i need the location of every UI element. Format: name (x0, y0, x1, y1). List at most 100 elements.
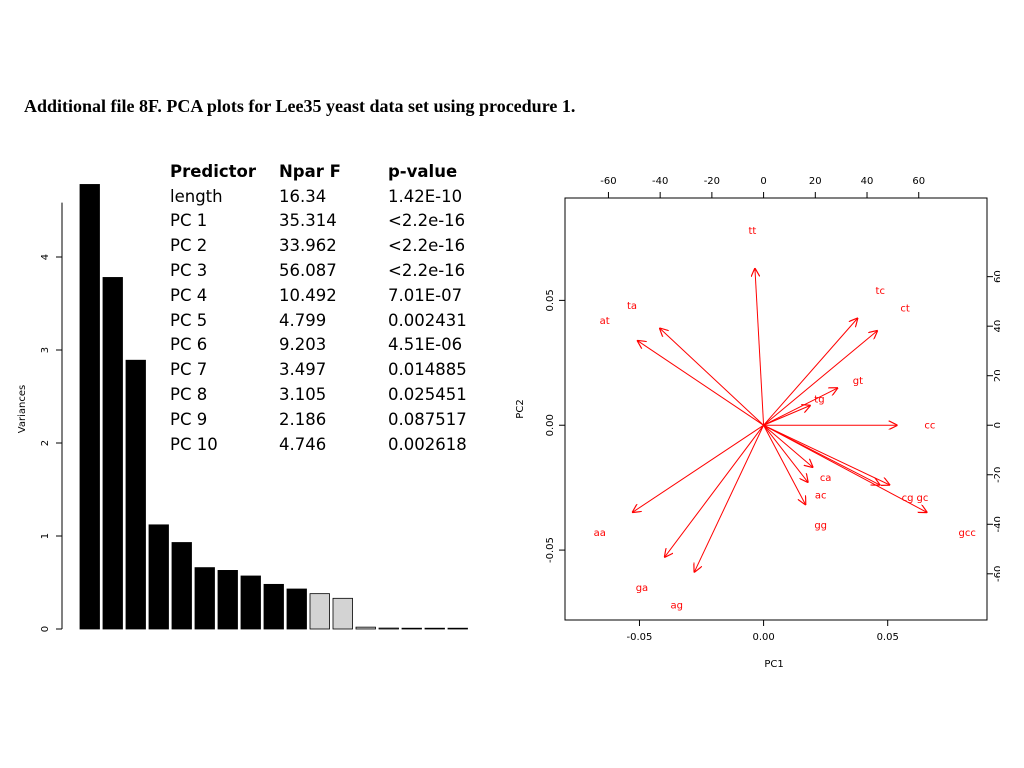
table-cell: 3.497 (279, 360, 327, 380)
biplot-top-tick-label: 40 (861, 176, 874, 187)
table-cell: <2.2e-16 (388, 211, 466, 231)
table-cell: 7.01E-07 (388, 285, 463, 305)
scree-bar (401, 627, 422, 630)
table-cell: 3.105 (279, 385, 327, 405)
biplot-arrow (763, 424, 928, 512)
biplot-y-tick-label: 0.05 (545, 289, 556, 311)
scree-y-tick-label: 2 (40, 440, 51, 446)
biplot-y-tick-label: -0.05 (545, 537, 556, 563)
biplot-right-tick-label: -40 (993, 516, 1000, 532)
biplot-vector-label: at (600, 316, 610, 327)
table-row: length 16.34 1.42E-10 (170, 184, 467, 209)
table-row: PC 5 4.799 0.002431 (170, 308, 467, 333)
scree-bar (378, 627, 399, 630)
scree-bar (263, 583, 284, 630)
table-cell: PC 1 (170, 211, 208, 231)
table-cell: 56.087 (279, 261, 337, 281)
table-cell: 4.799 (279, 310, 327, 330)
scree-plot: 0 1 2 3 4 Variances (17, 184, 468, 632)
biplot-arrow (659, 328, 764, 426)
scree-bar (309, 593, 330, 630)
table-header-row: Predictor Npar F p-value (170, 159, 467, 184)
biplot-arrow (664, 424, 764, 557)
table-cell: 0.087517 (388, 409, 467, 429)
biplot-x-axis-label: PC1 (764, 659, 783, 670)
biplot-arrow (763, 424, 806, 505)
table-cell: PC 6 (170, 335, 208, 355)
biplot-right-tick-label: 60 (993, 270, 1000, 283)
biplot-arrow (755, 268, 765, 426)
table-row: PC 2 33.962 <2.2e-16 (170, 233, 467, 258)
biplot-vector-label: ta (627, 301, 637, 312)
table-row: PC 1 35.314 <2.2e-16 (170, 209, 467, 234)
biplot-vector-label: tc (876, 286, 885, 297)
column-header-p-value: p-value (388, 161, 458, 181)
biplot-right-tick-label: 0 (993, 422, 1000, 428)
table-cell: PC 7 (170, 360, 208, 380)
biplot-vector-label: gcc (958, 528, 975, 539)
table-cell: 4.51E-06 (388, 335, 463, 355)
biplot-arrow (763, 318, 858, 426)
biplot-right-tick-label: 20 (993, 369, 1000, 382)
biplot-right-tick-label: 40 (993, 320, 1000, 333)
biplot-arrow (763, 424, 809, 482)
table-cell: 9.203 (279, 335, 327, 355)
table-body: length 16.34 1.42E-10 PC 1 35.314 <2.2e-16 PC … (170, 184, 467, 457)
biplot-vector-label: tt (748, 226, 756, 237)
biplot-vector-label: gt (853, 376, 863, 387)
biplot-x-tick-label: 0.00 (752, 632, 774, 643)
scree-bar (79, 184, 100, 630)
biplot-arrow (763, 330, 878, 426)
column-header-npar-f: Npar F (279, 161, 341, 181)
table-row: PC 10 4.746 0.002618 (170, 432, 467, 457)
biplot-arrow (763, 405, 811, 426)
biplot-top-tick-label: -40 (652, 176, 668, 187)
biplot-frame (564, 197, 988, 621)
table-cell: PC 4 (170, 285, 208, 305)
biplot-axes: -0.05 0.00 0.05 -0.05 0.00 0.05 -60 -40 -20 0 20 40… (545, 176, 1000, 643)
biplot-arrow (763, 424, 891, 485)
biplot-x-tick-label: 0.05 (877, 632, 899, 643)
scree-y-tick-label: 0 (40, 626, 51, 632)
table-cell: 0.002618 (388, 434, 467, 454)
scree-bar (148, 524, 169, 630)
biplot-vector-label: ag (670, 601, 682, 612)
biplot-vector-label: gc (917, 493, 929, 504)
pca-biplot: -0.05 0.00 0.05 -0.05 0.00 0.05 -60 -40 -20 0 20 40… (515, 176, 1000, 670)
table-cell: 4.746 (279, 434, 327, 454)
scree-bar (355, 626, 376, 630)
scree-bar (171, 542, 192, 630)
scree-y-tick-label: 1 (40, 533, 51, 539)
page-title: Additional file 8F. PCA plots for Lee35 … (24, 96, 576, 116)
biplot-vector-label: ca (820, 473, 832, 484)
scree-bar (424, 627, 445, 630)
table-cell: PC 5 (170, 310, 208, 330)
table-cell: PC 9 (170, 409, 208, 429)
table-cell: 1.42E-10 (388, 186, 463, 206)
table-cell: PC 10 (170, 434, 218, 454)
biplot-vector-label: cg (902, 493, 914, 504)
biplot-vector-label: tg (814, 395, 824, 406)
biplot-arrow (694, 425, 765, 572)
table-cell: 10.492 (279, 285, 337, 305)
scree-bar (240, 575, 261, 630)
biplot-vector-label: ac (815, 491, 827, 502)
biplot-vector-label: gg (814, 521, 827, 532)
table-cell: <2.2e-16 (388, 261, 466, 281)
table-cell: PC 8 (170, 385, 208, 405)
scree-y-tick-label: 4 (40, 254, 51, 260)
biplot-top-tick-label: -20 (704, 176, 720, 187)
scree-bar (286, 588, 307, 630)
scree-bar (102, 277, 123, 630)
biplot-vector-label: ga (636, 583, 648, 594)
biplot-top-tick-label: -60 (600, 176, 616, 187)
predictor-stats-table: Predictor Npar F p-value length 16.34 1.42… (170, 159, 467, 457)
table-cell: <2.2e-16 (388, 236, 466, 256)
table-cell: length (170, 186, 223, 206)
scree-bars (79, 184, 468, 630)
biplot-top-tick-label: 20 (809, 176, 822, 187)
scree-bar (447, 627, 468, 630)
table-cell: 2.186 (279, 409, 327, 429)
biplot-right-tick-label: -60 (993, 566, 1000, 582)
table-row: PC 7 3.497 0.014885 (170, 357, 467, 382)
